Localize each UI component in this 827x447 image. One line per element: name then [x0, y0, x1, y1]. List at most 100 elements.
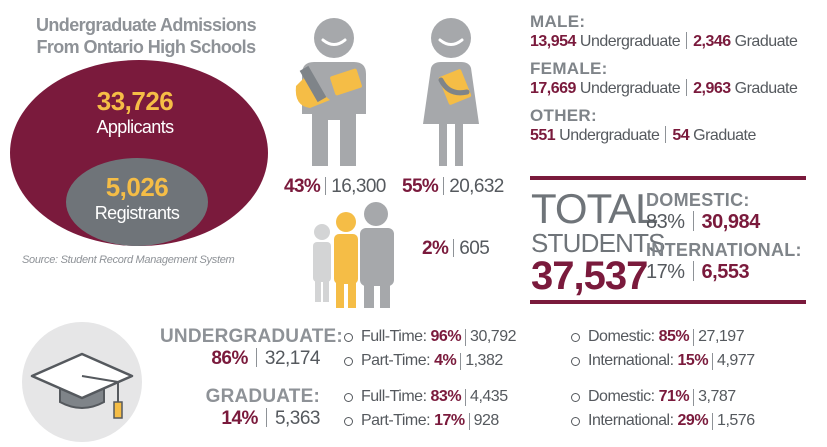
- item-label: Full-Time:: [361, 388, 427, 405]
- international-count: 6,553: [701, 261, 750, 283]
- source-note: Source: Student Record Management System: [22, 254, 235, 266]
- breakdown-heading: OTHER:: [530, 106, 597, 125]
- breakdown-other: OTHER: 551 Undergraduate 54 Graduate: [530, 106, 797, 145]
- grad-label: Graduate: [693, 127, 756, 144]
- female-student-icon: [423, 18, 479, 166]
- applicants-value: 33,726: [96, 86, 174, 116]
- level-count: 5,363: [274, 408, 321, 429]
- item-count: 4,435: [470, 388, 508, 405]
- separator: [460, 352, 462, 370]
- separator: [712, 412, 714, 430]
- admissions-title-line2: From Ontario High Schools: [36, 37, 256, 57]
- item-pct: 29%: [677, 412, 709, 429]
- separator: [686, 79, 688, 96]
- breakdown-values: 551 Undergraduate 54 Graduate: [530, 126, 797, 145]
- people-group-icon: [313, 202, 394, 308]
- item-pct: 85%: [658, 328, 690, 345]
- item-count: 3,787: [698, 388, 736, 405]
- item-pct: 17%: [434, 412, 465, 429]
- total-block: TOTAL STUDENTS 37,537: [531, 185, 666, 298]
- breakdown-heading: FEMALE:: [530, 59, 608, 78]
- domestic-values: 83% 30,984: [646, 211, 802, 234]
- female-pct: 55%: [402, 176, 439, 197]
- list-item: Domestic: 71% 3,787: [571, 388, 736, 406]
- separator: [692, 261, 694, 281]
- list-item: Part-Time: 4% 1,382: [344, 352, 503, 370]
- registrants-ellipse: [66, 158, 208, 246]
- separator: [712, 352, 714, 370]
- ug-count: 13,954: [530, 33, 576, 50]
- male-student-icon: [295, 18, 366, 166]
- grad-count: 2,346: [693, 33, 731, 50]
- level-pct: 14%: [221, 408, 258, 429]
- ug-label: Undergraduate: [579, 33, 681, 50]
- applicants-block: 33,726 Applicants: [60, 86, 210, 138]
- breakdown-values: 17,669 Undergraduate 2,963 Graduate: [530, 79, 798, 98]
- female-count: 20,632: [449, 176, 504, 197]
- item-label: Full-Time:: [361, 328, 427, 345]
- other-count: 605: [459, 238, 490, 259]
- breakdown-heading: MALE:: [530, 12, 586, 31]
- list-item: International: 15% 4,977: [571, 352, 755, 370]
- students-word: STUDENTS: [531, 228, 666, 258]
- female-stat: 55% 20,632: [402, 176, 504, 198]
- list-item: Domestic: 85% 27,197: [571, 328, 745, 346]
- separator: [468, 412, 470, 430]
- item-count: 928: [473, 412, 500, 429]
- bullet-icon: [571, 332, 580, 342]
- ug-label: Undergraduate: [559, 127, 660, 144]
- item-label: Domestic:: [588, 328, 655, 345]
- bullet-icon: [344, 332, 353, 342]
- breakdown-values: 13,954 Undergraduate 2,346 Graduate: [530, 32, 798, 51]
- registrants-block: 5,026 Registrants: [66, 172, 208, 224]
- divider-top: [530, 176, 806, 180]
- international-pct: 17%: [646, 261, 685, 283]
- separator: [665, 126, 667, 143]
- list-item: Full-Time: 96% 30,792: [344, 328, 516, 346]
- admissions-title-line1: Undergraduate Admissions: [36, 15, 257, 35]
- ug-count: 551: [530, 127, 556, 144]
- domestic-pct: 83%: [646, 211, 685, 233]
- grad-label: Graduate: [734, 80, 798, 97]
- male-count: 16,300: [331, 176, 386, 197]
- level-heading: GRADUATE:: [205, 386, 320, 407]
- total-students-value: 37,537: [531, 254, 648, 298]
- level-count: 32,174: [264, 348, 321, 369]
- item-pct: 4%: [434, 352, 457, 369]
- list-item: International: 29% 1,576: [571, 412, 755, 430]
- item-count: 27,197: [698, 328, 745, 345]
- item-count: 1,576: [717, 412, 755, 429]
- item-pct: 71%: [658, 388, 690, 405]
- item-label: International:: [588, 412, 674, 429]
- grad-count: 54: [672, 127, 690, 144]
- separator: [693, 388, 695, 406]
- grad-label: Graduate: [734, 33, 798, 50]
- breakdown-female: FEMALE: 17,669 Undergraduate 2,963 Gradua…: [530, 59, 798, 98]
- item-pct: 83%: [430, 388, 462, 405]
- separator: [265, 408, 267, 427]
- item-label: International:: [588, 352, 674, 369]
- bullet-icon: [344, 416, 353, 426]
- bullet-icon: [571, 416, 580, 426]
- gender-breakdown: MALE: 13,954 Undergraduate 2,346 Graduate…: [530, 12, 798, 145]
- item-pct: 15%: [677, 352, 709, 369]
- bullet-icon: [571, 356, 580, 366]
- ug-count: 17,669: [530, 80, 576, 97]
- item-pct: 96%: [430, 328, 462, 345]
- item-label: Domestic:: [588, 388, 655, 405]
- bullet-icon: [344, 392, 353, 402]
- domestic-heading: DOMESTIC:: [646, 190, 750, 210]
- total-word: TOTAL: [531, 185, 658, 232]
- separator: [465, 328, 467, 346]
- separator: [443, 177, 445, 195]
- separator: [325, 177, 327, 195]
- level-values: 86% 32,174: [160, 348, 321, 370]
- graduate-block: GRADUATE: 14% 5,363: [160, 386, 321, 430]
- list-item: Full-Time: 83% 4,435: [344, 388, 508, 406]
- graduation-cap-icon: [22, 322, 142, 442]
- breakdown-male: MALE: 13,954 Undergraduate 2,346 Graduate: [530, 12, 798, 51]
- other-pct: 2%: [422, 238, 449, 259]
- bullet-icon: [344, 356, 353, 366]
- item-count: 4,977: [717, 352, 755, 369]
